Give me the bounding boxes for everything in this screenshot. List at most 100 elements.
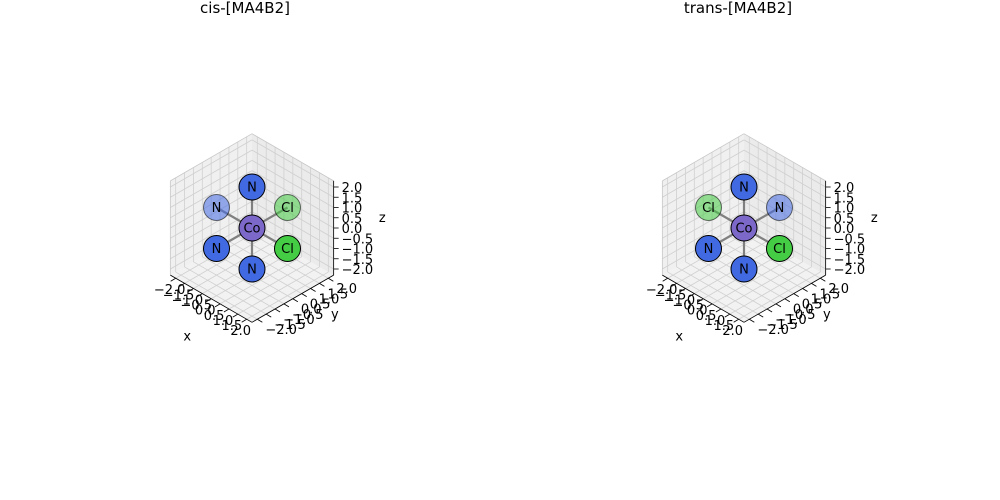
x-tick-mark — [680, 288, 686, 292]
z-tick-label: −1.0 — [834, 243, 866, 258]
gridline — [170, 149, 253, 198]
panel-title: cis-[MA4B2] — [200, 0, 290, 17]
z-tick-label: 0.5 — [834, 212, 855, 227]
x-tick-mark — [689, 293, 695, 297]
x-tick-mark — [232, 313, 239, 318]
gridline — [228, 261, 311, 310]
gridline — [743, 170, 826, 219]
atom-label: N — [212, 242, 222, 257]
y-tick-mark — [328, 277, 334, 282]
x-tick-mark — [241, 318, 247, 323]
atom-label: Cl — [281, 242, 294, 257]
x-tick-mark — [733, 318, 739, 323]
atom-co — [730, 214, 758, 242]
gridline — [662, 160, 745, 208]
gridline — [662, 170, 745, 219]
gridline — [237, 266, 320, 315]
pane-edge — [170, 133, 253, 182]
z-tick-label: 1.5 — [342, 191, 363, 206]
x-tick-label: 2.0 — [722, 324, 743, 339]
gridline — [170, 170, 253, 219]
y-axis-line — [251, 274, 334, 323]
gridline — [251, 139, 334, 188]
x-tick-label: −0.5 — [181, 299, 213, 314]
z-tick-label: 0.5 — [342, 212, 363, 227]
gridline — [219, 256, 302, 305]
x-tick-mark — [170, 277, 176, 282]
y-axis-line — [743, 274, 826, 323]
z-tick-label: 1.0 — [834, 202, 855, 217]
x-tick-label: −2.0 — [646, 283, 678, 298]
z-tick-label: −1.5 — [342, 253, 374, 268]
x-axis-label: x — [183, 330, 191, 345]
x-tick-label: −1.0 — [664, 293, 696, 308]
y-tick-mark — [292, 298, 299, 303]
atom-n — [730, 255, 758, 283]
y-tick-mark — [820, 277, 826, 282]
z-tick-label: −1.0 — [342, 243, 374, 258]
x-tick-mark — [706, 303, 713, 308]
y-tick-mark — [283, 303, 290, 308]
atom-n — [203, 194, 230, 221]
atom-n — [730, 173, 758, 201]
atom-label: Cl — [702, 201, 715, 216]
gridline — [251, 149, 334, 198]
gridline — [170, 160, 253, 208]
y-tick-label: −1.5 — [766, 318, 798, 333]
y-tick-mark — [793, 293, 799, 297]
x-axis-line — [662, 274, 745, 323]
z-axis-label: z — [379, 211, 386, 226]
cis-panel: −2.0−2.0−2.0−1.5−1.5−1.5−1.0−1.0−1.0−0.5… — [154, 0, 386, 345]
z-tick-label: 1.0 — [342, 202, 363, 217]
y-tick-mark — [757, 313, 764, 318]
gridline — [743, 139, 826, 188]
atom-cl — [274, 194, 301, 221]
x-tick-label: 0.0 — [195, 304, 216, 319]
gridline — [729, 266, 812, 315]
y-tick-mark — [274, 308, 281, 313]
x-tick-label: 0.0 — [687, 304, 708, 319]
atom-label: N — [704, 242, 714, 257]
x-tick-label: −1.5 — [163, 288, 195, 303]
x-tick-label: 2.0 — [230, 324, 251, 339]
gridline — [711, 256, 794, 305]
atom-cl — [274, 235, 301, 262]
y-tick-label: −0.5 — [292, 308, 324, 323]
x-tick-label: 1.5 — [221, 319, 242, 334]
x-tick-label: −1.5 — [655, 288, 687, 303]
y-axis-label: y — [823, 308, 831, 323]
x-tick-mark — [697, 298, 704, 303]
atom-co — [238, 214, 266, 242]
y-tick-mark — [257, 318, 263, 323]
x-tick-label: 0.5 — [204, 309, 225, 324]
x-tick-label: 0.5 — [696, 309, 717, 324]
atom-label: N — [247, 263, 257, 278]
x-tick-label: 1.5 — [713, 319, 734, 334]
z-tick-label: 2.0 — [834, 181, 855, 196]
trans-panel: −2.0−2.0−2.0−1.5−1.5−1.5−1.0−1.0−1.0−0.5… — [646, 0, 878, 345]
gridline — [743, 149, 826, 198]
x-tick-mark — [188, 288, 194, 292]
x-tick-label: −2.0 — [154, 283, 186, 298]
x-tick-label: 1.0 — [213, 314, 234, 329]
x-tick-mark — [197, 293, 203, 297]
x-axis-label: x — [675, 330, 683, 345]
y-tick-mark — [749, 318, 755, 323]
y-tick-label: 1.5 — [819, 287, 840, 302]
y-tick-mark — [265, 313, 272, 318]
y-tick-mark — [301, 293, 307, 297]
y-tick-label: −2.0 — [757, 323, 789, 338]
y-tick-mark — [310, 288, 316, 292]
gridline — [251, 160, 334, 208]
atom-label: N — [739, 263, 749, 278]
gridline — [738, 271, 821, 320]
pane-edge — [251, 133, 334, 182]
y-tick-label: 1.5 — [327, 287, 348, 302]
y-tick-label: 2.0 — [336, 282, 357, 297]
x-tick-mark — [214, 303, 221, 308]
x-tick-mark — [671, 283, 677, 287]
gridline — [662, 139, 745, 188]
atom-cl — [695, 194, 722, 221]
gridline — [743, 160, 826, 208]
